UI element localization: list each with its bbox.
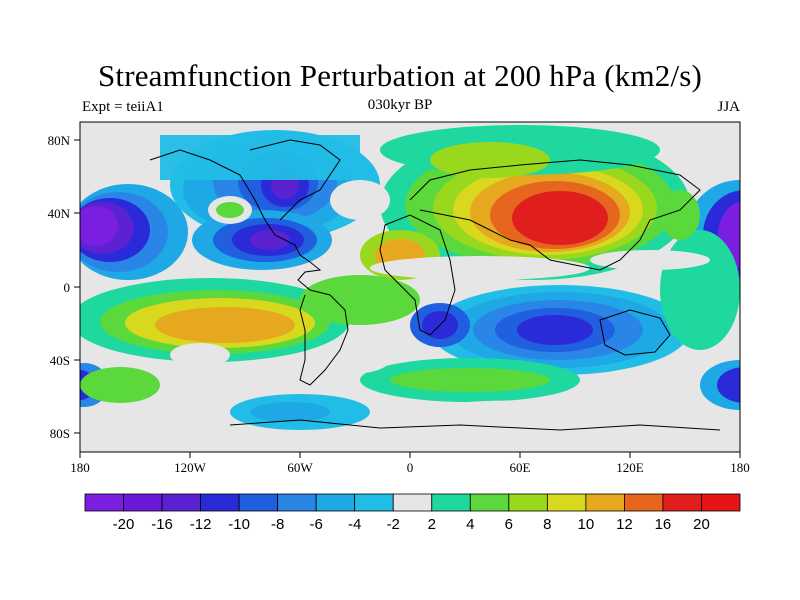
colorbar-label: 16 xyxy=(655,516,672,533)
colorbar-swatch xyxy=(508,493,548,512)
lat-axis: 80N 40N 0 40S 80S xyxy=(48,133,80,441)
colorbar-swatch xyxy=(315,493,356,512)
colorbar-swatch xyxy=(123,493,163,512)
lon-label: 180 xyxy=(70,460,90,475)
lat-label: 40N xyxy=(48,206,71,221)
colorbar-swatch xyxy=(277,493,317,512)
lat-label: 80N xyxy=(48,133,71,148)
colorbar-swatch xyxy=(161,493,201,512)
colorbar-label: 6 xyxy=(505,516,513,533)
lon-label: 0 xyxy=(407,460,414,475)
colorbar-label: 4 xyxy=(466,516,474,533)
lon-axis: 180 120W 60W 0 60E 120E 180 xyxy=(70,452,750,475)
colorbar-label: -16 xyxy=(151,516,173,533)
colorbar-swatch xyxy=(238,493,279,512)
colorbar-label: 2 xyxy=(428,516,436,533)
colorbar-swatch xyxy=(546,493,587,512)
colorbar-swatch xyxy=(84,493,124,512)
coastlines xyxy=(149,139,721,431)
colorbar: -20 -16 -12 -10 -8 -6 -4 -2 2 4 6 8 10 12 16 20 xyxy=(84,493,741,533)
colorbar-label: 10 xyxy=(578,516,595,533)
lon-label: 120W xyxy=(174,460,207,475)
map-title: Streamfunction Perturbation at 200 hPa (… xyxy=(97,58,703,93)
colorbar-label: 8 xyxy=(543,516,551,533)
colorbar-swatch xyxy=(354,493,394,512)
colorbar-label: -20 xyxy=(113,516,135,533)
colorbar-label: -8 xyxy=(271,516,284,533)
colorbar-label: -10 xyxy=(228,516,250,533)
contour-field xyxy=(80,125,740,452)
colorbar-label: -6 xyxy=(310,516,323,533)
colorbar-swatch xyxy=(200,493,240,512)
lat-label: 0 xyxy=(64,280,71,295)
colorbar-label: -4 xyxy=(348,516,361,533)
lon-label: 180 xyxy=(730,460,750,475)
colorbar-swatch xyxy=(469,493,510,512)
season-label: JJA xyxy=(717,99,740,115)
lat-label: 40S xyxy=(50,353,70,368)
neutral-bands xyxy=(80,180,740,452)
lon-label: 120E xyxy=(616,460,644,475)
colorbar-swatch xyxy=(431,493,471,512)
experiment-label: Expt = teiiA1 xyxy=(82,99,164,115)
colorbar-swatch xyxy=(585,493,625,512)
colorbar-label: -12 xyxy=(190,516,212,533)
colorbar-swatch xyxy=(701,493,741,512)
colorbar-swatch xyxy=(662,493,702,512)
colorbar-swatch xyxy=(624,493,664,512)
lat-label: 80S xyxy=(50,426,70,441)
colorbar-swatch xyxy=(392,493,433,512)
colorbar-label: -2 xyxy=(387,516,400,533)
colorbar-label: 12 xyxy=(616,516,633,533)
period-label: 030kyr BP xyxy=(367,97,433,113)
colorbar-label: 20 xyxy=(693,516,710,533)
lon-label: 60E xyxy=(510,460,531,475)
lon-label: 60W xyxy=(287,460,313,475)
negative-anomaly-regions xyxy=(80,130,740,430)
